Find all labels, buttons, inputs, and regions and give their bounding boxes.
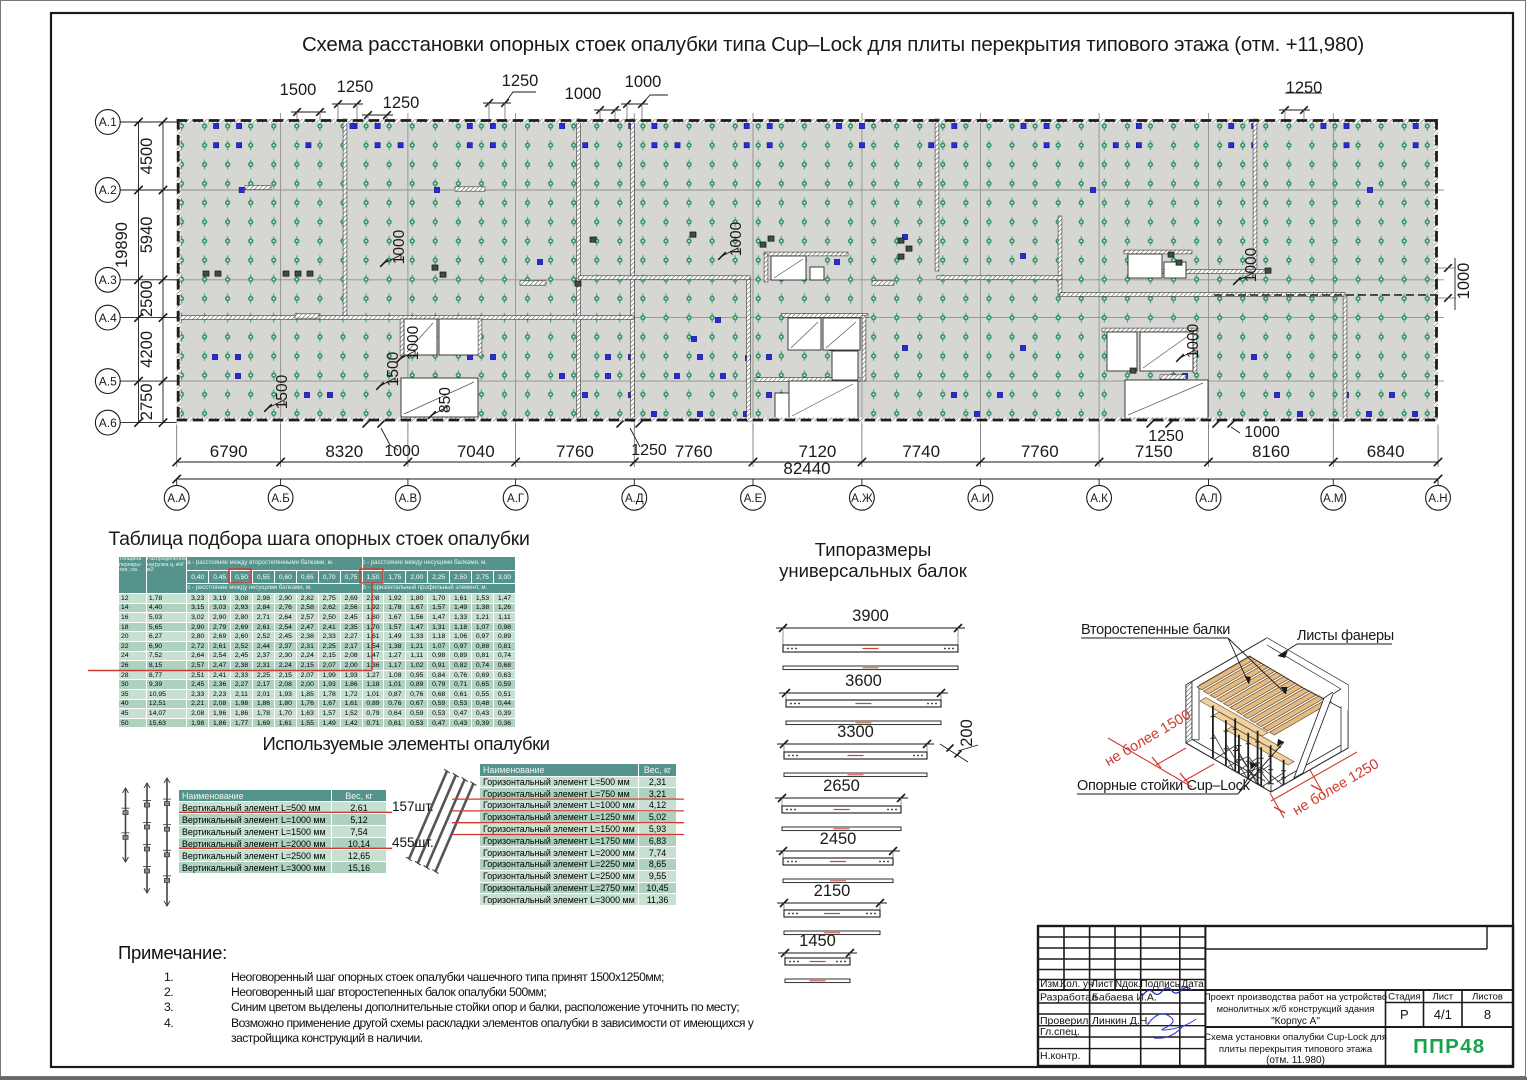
svg-text:А.1: А.1 <box>99 115 117 129</box>
svg-text:А.К: А.К <box>1090 493 1108 505</box>
svg-text:1000: 1000 <box>1243 247 1260 282</box>
svg-text:200: 200 <box>958 719 976 747</box>
svg-text:7740: 7740 <box>902 442 940 461</box>
svg-text:1000: 1000 <box>1185 323 1202 358</box>
svg-text:Лист: Лист <box>1432 992 1453 1003</box>
svg-text:Проверил: Проверил <box>1040 1015 1088 1027</box>
svg-text:"Корпус А": "Корпус А" <box>1271 1016 1320 1027</box>
svg-text:8320: 8320 <box>325 442 363 461</box>
svg-text:Листов: Листов <box>1472 992 1503 1003</box>
svg-text:4500: 4500 <box>138 138 156 175</box>
svg-text:1250: 1250 <box>1148 428 1184 445</box>
svg-text:Используемые элементы опалубки: Используемые элементы опалубки <box>262 733 549 754</box>
svg-text:2450: 2450 <box>820 830 857 848</box>
svg-text:1250: 1250 <box>631 442 667 459</box>
svg-text:Разработал: Разработал <box>1040 992 1097 1004</box>
svg-text:1000: 1000 <box>384 443 420 460</box>
svg-text:1500: 1500 <box>274 374 291 409</box>
svg-text:А.2: А.2 <box>99 183 117 197</box>
svg-text:А.М: А.М <box>1323 493 1343 505</box>
svg-text:А.Л: А.Л <box>1199 493 1217 505</box>
svg-text:3300: 3300 <box>837 723 874 741</box>
svg-text:А.3: А.3 <box>99 273 117 287</box>
svg-text:1250: 1250 <box>502 72 539 90</box>
svg-text:1500: 1500 <box>385 351 402 386</box>
svg-text:Стадия: Стадия <box>1388 992 1420 1003</box>
svg-text:ППР48: ППР48 <box>1413 1035 1485 1058</box>
svg-text:2750: 2750 <box>138 383 156 420</box>
svg-text:Кол. уч: Кол. уч <box>1060 979 1093 990</box>
svg-text:А.Ж: А.Ж <box>851 493 873 505</box>
svg-text:Линкин Д.Н.: Линкин Д.Н. <box>1092 1015 1150 1027</box>
svg-text:1000: 1000 <box>405 325 422 360</box>
svg-text:850: 850 <box>437 387 454 413</box>
svg-text:Проект производства работ на у: Проект производства работ на устройство <box>1204 992 1387 1002</box>
svg-text:Дата: Дата <box>1182 979 1205 990</box>
svg-text:Р: Р <box>1400 1007 1409 1022</box>
svg-text:2500: 2500 <box>138 280 156 317</box>
svg-text:82440: 82440 <box>783 459 830 478</box>
svg-text:А.Д: А.Д <box>625 493 644 505</box>
svg-text:Листы фанеры: Листы фанеры <box>1297 628 1394 644</box>
svg-text:455шт.: 455шт. <box>392 835 434 850</box>
svg-text:А.5: А.5 <box>99 374 117 388</box>
svg-text:А.Б: А.Б <box>271 493 289 505</box>
svg-text:3600: 3600 <box>845 672 882 690</box>
svg-text:1500: 1500 <box>280 81 317 99</box>
svg-text:6790: 6790 <box>210 442 248 461</box>
svg-text:7760: 7760 <box>1021 442 1059 461</box>
svg-text:7040: 7040 <box>457 442 495 461</box>
svg-text:1000: 1000 <box>625 73 662 91</box>
svg-text:19890: 19890 <box>113 222 131 268</box>
svg-text:8: 8 <box>1484 1007 1491 1022</box>
svg-text:Бабаева И.А.: Бабаева И.А. <box>1092 992 1157 1004</box>
svg-text:1000: 1000 <box>1455 263 1473 300</box>
svg-text:А.6: А.6 <box>99 416 117 430</box>
svg-text:4200: 4200 <box>138 331 156 368</box>
svg-text:универсальных балок: универсальных балок <box>779 560 968 581</box>
svg-text:3900: 3900 <box>852 607 889 625</box>
svg-text:6840: 6840 <box>1367 442 1405 461</box>
svg-text:5940: 5940 <box>138 217 156 254</box>
svg-text:7760: 7760 <box>556 442 594 461</box>
svg-text:2650: 2650 <box>823 777 860 795</box>
svg-text:Таблица подбора шага опорных с: Таблица подбора шага опорных стоек опалу… <box>108 528 529 550</box>
svg-text:1000: 1000 <box>391 229 408 264</box>
svg-text:1000: 1000 <box>1244 424 1280 441</box>
svg-text:4/1: 4/1 <box>1434 1007 1452 1022</box>
svg-text:А.И: А.И <box>971 493 990 505</box>
svg-text:1450: 1450 <box>799 932 836 950</box>
svg-text:1250: 1250 <box>383 94 420 112</box>
svg-text:Опорные стойки Cup–Lock: Опорные стойки Cup–Lock <box>1077 778 1251 794</box>
svg-text:Н.контр.: Н.контр. <box>1040 1050 1080 1062</box>
svg-text:Типоразмеры: Типоразмеры <box>815 539 932 560</box>
svg-text:7150: 7150 <box>1135 442 1173 461</box>
svg-text:Схема установки опалубки Cup-L: Схема установки опалубки Cup-Lock для <box>1204 1032 1387 1043</box>
svg-text:1000: 1000 <box>728 221 745 256</box>
svg-text:А.А: А.А <box>167 493 186 505</box>
svg-text:монолитных ж/б конструкций зда: монолитных ж/б конструкций здания <box>1217 1004 1375 1014</box>
svg-text:1250: 1250 <box>1286 79 1323 97</box>
svg-text:(отм. 11.980): (отм. 11.980) <box>1266 1055 1325 1066</box>
svg-text:Второстепенные балки: Второстепенные балки <box>1081 622 1230 638</box>
svg-text:1000: 1000 <box>565 85 602 103</box>
svg-text:2150: 2150 <box>814 882 851 900</box>
svg-text:Подпись: Подпись <box>1140 979 1180 990</box>
svg-text:157шт.: 157шт. <box>392 799 434 814</box>
svg-text:плиты перекрытия типового этаж: плиты перекрытия типового этажа <box>1219 1044 1373 1055</box>
svg-text:Гл.спец.: Гл.спец. <box>1040 1026 1080 1038</box>
svg-text:7120: 7120 <box>799 442 837 461</box>
svg-text:Схема расстановки опорных стое: Схема расстановки опорных стоек опалубки… <box>302 33 1364 56</box>
svg-text:Лист: Лист <box>1091 979 1113 990</box>
svg-text:А.Н: А.Н <box>1428 493 1447 505</box>
svg-text:8160: 8160 <box>1252 442 1290 461</box>
svg-text:1250: 1250 <box>337 78 374 96</box>
svg-text:7760: 7760 <box>675 442 713 461</box>
svg-text:Изм.: Изм. <box>1040 979 1061 990</box>
svg-text:А.Г: А.Г <box>507 493 525 505</box>
svg-text:А.4: А.4 <box>99 311 117 325</box>
svg-text:А.Е: А.Е <box>744 493 763 505</box>
svg-text:Nдок.: Nдок. <box>1115 979 1141 990</box>
svg-text:А.В: А.В <box>399 493 418 505</box>
